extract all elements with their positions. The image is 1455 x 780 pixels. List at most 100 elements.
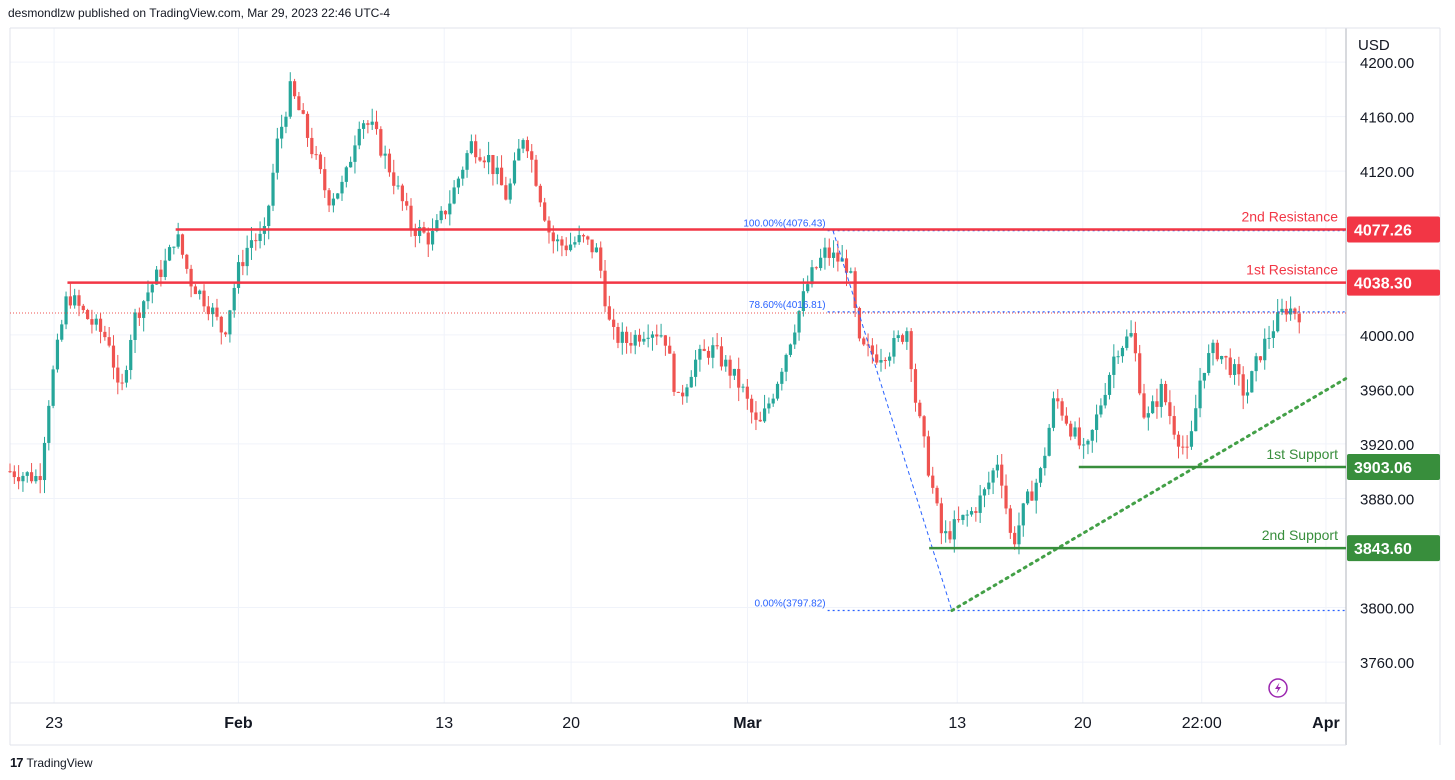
candle-body	[90, 319, 94, 325]
candle-body	[900, 335, 905, 342]
candle-body	[1284, 308, 1288, 315]
candle-body	[288, 81, 292, 117]
candle-body	[689, 376, 693, 388]
price-tick-label: 3760.00	[1360, 655, 1414, 672]
fib-level-label: 78.60%(4016.81)	[749, 300, 826, 311]
candle-body	[1172, 416, 1176, 435]
candle-body	[361, 123, 366, 129]
candle-body	[12, 471, 16, 478]
candle-body	[1094, 414, 1099, 430]
candle-body	[38, 476, 42, 481]
candle-body	[426, 232, 430, 245]
tradingview-brand: TradingView	[26, 755, 93, 770]
candle-body	[586, 236, 590, 240]
candle-body	[120, 382, 124, 384]
candle-body	[547, 220, 551, 233]
candle-body	[629, 343, 633, 346]
candle-body	[301, 110, 305, 114]
candle-body	[47, 405, 51, 443]
candle-body	[1198, 380, 1202, 409]
candle-body	[318, 154, 323, 170]
lightning-icon[interactable]	[1268, 678, 1288, 698]
candle-body	[982, 489, 987, 496]
candle-body	[146, 292, 150, 302]
candle-body	[530, 151, 534, 160]
candle-body	[55, 339, 60, 370]
candle-body	[297, 96, 301, 111]
candle-body	[133, 312, 137, 340]
candle-body	[581, 235, 586, 237]
candle-body	[737, 368, 741, 388]
candle-body	[883, 360, 887, 362]
candle-body	[603, 270, 607, 307]
candle-body	[73, 295, 77, 306]
candle-body	[965, 514, 969, 516]
candle-body	[176, 234, 180, 247]
candle-body	[116, 367, 120, 383]
candle-body	[762, 408, 767, 422]
candle-body	[879, 360, 883, 363]
candle-body	[577, 235, 581, 243]
candle-body	[728, 359, 732, 376]
candle-body	[797, 311, 801, 333]
candles-layer	[8, 72, 1301, 555]
level-price-tag	[1347, 216, 1440, 243]
candle-body	[952, 519, 956, 540]
candle-body	[612, 319, 616, 327]
candle-body	[512, 160, 517, 184]
time-axis[interactable]: 23 Feb 13 20 Mar 13 20 22:00 Apr	[45, 715, 1340, 732]
candle-body	[292, 81, 297, 97]
candle-body	[366, 123, 370, 125]
candle-body	[159, 269, 163, 277]
candle-body	[819, 257, 823, 269]
candle-body	[42, 442, 47, 481]
candle-body	[249, 240, 254, 248]
candle-body	[267, 205, 271, 227]
candle-body	[443, 210, 448, 215]
candle-body	[107, 337, 111, 346]
candle-body	[935, 487, 939, 504]
candle-body	[775, 383, 780, 399]
candle-body	[969, 511, 974, 515]
candle-body	[271, 172, 275, 206]
candle-body	[17, 477, 21, 482]
chart-grid	[10, 28, 1346, 703]
candle-body	[405, 201, 409, 206]
candle-body	[81, 305, 85, 311]
candle-body	[1293, 308, 1297, 314]
candle-body	[29, 472, 34, 482]
candle-body	[51, 369, 55, 406]
candle-body	[1051, 398, 1056, 428]
candle-body	[1211, 342, 1215, 354]
candle-body	[353, 145, 357, 162]
candle-body	[1159, 383, 1163, 407]
candle-body	[1129, 333, 1133, 337]
candle-body	[715, 345, 719, 347]
candle-body	[987, 482, 991, 490]
candle-body	[193, 286, 198, 295]
candle-body	[875, 354, 879, 363]
level-price-label: 3843.60	[1354, 541, 1412, 558]
candle-body	[305, 113, 310, 138]
candle-body	[754, 412, 758, 420]
candle-body	[1241, 374, 1245, 396]
candle-body	[793, 332, 797, 345]
candle-body	[642, 338, 646, 342]
candle-body	[1142, 393, 1146, 418]
candle-body	[189, 268, 193, 287]
candle-body	[448, 203, 452, 215]
candle-body	[1155, 401, 1159, 407]
candle-body	[599, 247, 603, 271]
candle-body	[668, 345, 672, 354]
candle-body	[34, 476, 38, 482]
candle-body	[1189, 431, 1194, 447]
candle-body	[1125, 336, 1129, 348]
candle-body	[534, 159, 538, 186]
candle-body	[1228, 357, 1232, 375]
candle-body	[1185, 446, 1189, 448]
candle-body	[806, 284, 810, 292]
price-axis[interactable]: 4077.26 4038.30 3903.06 3843.60 4200.00 4160.…	[1347, 55, 1440, 672]
candle-body	[637, 334, 642, 342]
candle-body	[487, 155, 491, 163]
